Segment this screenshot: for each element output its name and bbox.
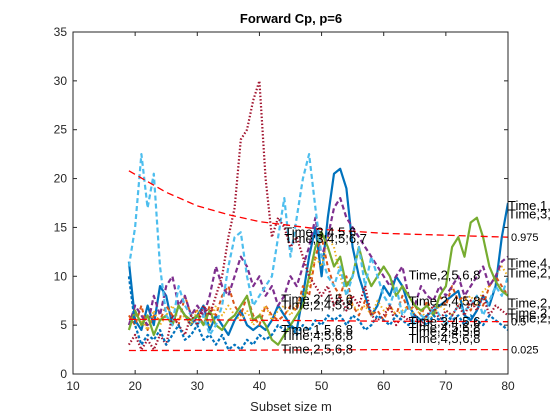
x-tick-label: 80 (501, 379, 515, 393)
annotation-label: Time,2, (508, 305, 551, 320)
annotation-label: Time,2,4,5,6 (409, 324, 481, 339)
y-tick-label: 20 (54, 172, 68, 186)
y-tick-label: 35 (54, 25, 68, 39)
annotation-label: Time,4, (508, 256, 551, 271)
x-tick-label: 50 (315, 379, 329, 393)
x-tick-label: 30 (191, 379, 205, 393)
annotation-label: Time,2, (508, 296, 551, 311)
band-line-1 (128, 170, 508, 238)
x-tick-label: 60 (377, 379, 391, 393)
x-tick-label: 40 (253, 379, 267, 393)
axes-box (72, 31, 509, 375)
y-tick-label: 10 (54, 269, 68, 283)
annotation-label: Time,1, (508, 198, 551, 213)
series-line-7 (127, 79, 508, 351)
band-label-1: 0.975 (511, 232, 539, 244)
annotation-label: Time,3,4,5,6,7 (284, 231, 367, 246)
series-line-2 (128, 236, 508, 331)
annotation-label: Time,1,5,6,8 (281, 322, 353, 337)
band-label-3: 0.025 (511, 345, 539, 357)
annotation-label: Time,2, (508, 265, 551, 280)
y-tick-label: 25 (54, 123, 68, 137)
annotation-label: Time,2,4,5,8 (281, 298, 353, 313)
y-tick-label: 5 (60, 318, 67, 332)
annotation-label: Time,4,5,6,8 (409, 331, 481, 346)
series-line-6 (127, 153, 508, 336)
plot-area: 10 20 30 40 50 60 70 80 0 5 10 15 20 25 30 35 0.975 0.5 0.… (54, 25, 551, 393)
band-line-3 (128, 348, 508, 352)
y-tick-label: 15 (54, 220, 68, 234)
annotation-label: Time,2,4,5,8 (409, 294, 481, 309)
annotation-label: Time,4,5,6,8 (281, 328, 353, 343)
x-tick-label: 10 (66, 379, 80, 393)
x-axis-title: Subset size m (250, 399, 332, 414)
annotation-label: Time,2, (508, 310, 551, 325)
series-line-1 (127, 167, 508, 336)
x-tick-label: 70 (439, 379, 453, 393)
annotation-label: Time,4,5,6,8 (409, 320, 481, 335)
annotation-label: Time,3,4,5,6 (409, 314, 481, 329)
annotation-label: Time,3, (508, 207, 551, 222)
band-line-2 (128, 318, 508, 323)
annotation-label: Time,2,5,6,8 (281, 342, 353, 357)
band-label-2: 0.5 (511, 317, 526, 329)
annotation-label: Time,2,4,5,6 (281, 292, 353, 307)
annotation-label: Time,2,5,6,8 (409, 267, 481, 282)
y-tick-label: 30 (54, 74, 68, 88)
x-tick-label: 20 (128, 379, 142, 393)
series-line-8 (127, 276, 508, 351)
series-line-4 (127, 197, 508, 327)
series-line-3 (128, 236, 508, 331)
y-tick-label: 0 (60, 367, 67, 381)
annotation-label: Time,3,4,5,6 (284, 224, 356, 239)
series-group (127, 79, 508, 352)
chart-title: Forward Cp, p=6 (240, 11, 342, 26)
